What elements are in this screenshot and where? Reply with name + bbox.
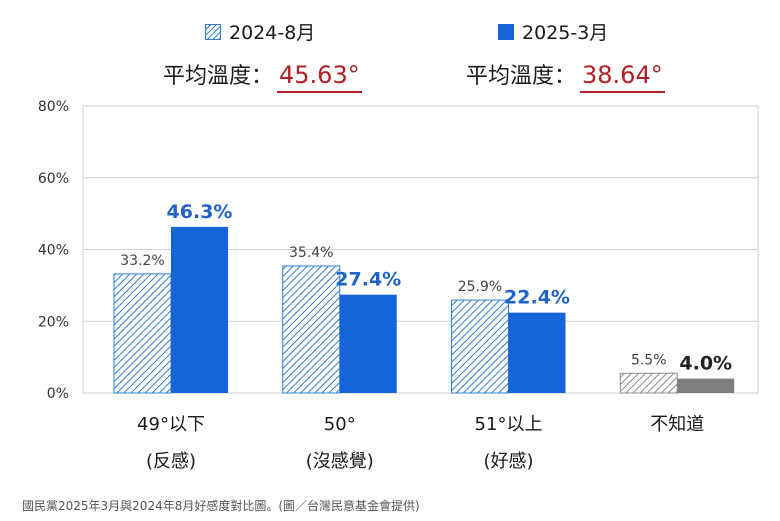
average-label-2024: 平均溫度： <box>163 64 274 89</box>
x-tick-label: 49°以下 <box>137 414 205 435</box>
data-label-2024: 5.5% <box>631 352 667 368</box>
data-label-2025: 46.3% <box>167 201 233 223</box>
x-tick-label: 51°以上 <box>475 414 543 435</box>
bar-2024 <box>619 372 678 394</box>
bar-2024 <box>113 273 172 394</box>
data-label-2025: 27.4% <box>335 269 401 291</box>
legend-item-2024: 2024-8月 <box>205 18 315 45</box>
bar-2024 <box>451 299 509 394</box>
y-tick-label: 20% <box>38 314 69 330</box>
x-tick-sublabel: (反感) <box>146 451 196 472</box>
data-label-2024: 33.2% <box>120 253 164 269</box>
average-2024: 平均溫度： 45.63° <box>163 58 362 93</box>
x-tick-sublabel: (沒感覺) <box>306 451 374 472</box>
legend-swatch-hatched <box>205 23 221 40</box>
y-tick-label: 40% <box>38 243 69 259</box>
average-value-2024: 45.63° <box>277 61 362 93</box>
data-label-2024: 25.9% <box>458 279 502 295</box>
bar-chart: 0% 20% 40% 60% 80% 33.2% 46.3% 49°以下 (反感) 35.4%27… <box>38 99 759 472</box>
legend-swatch-solid <box>498 23 514 40</box>
legend-label-2025: 2025-3月 <box>522 22 609 44</box>
x-tick-label: 不知道 <box>650 414 704 435</box>
y-tick-label: 0% <box>47 386 69 402</box>
legend-label-2024: 2024-8月 <box>229 22 316 44</box>
x-tick-label: 50° <box>324 414 356 435</box>
average-2025: 平均溫度： 38.64° <box>466 58 665 93</box>
bar-2024 <box>282 265 341 394</box>
average-label-2025: 平均溫度： <box>466 64 577 89</box>
figure-caption: 國民黨2025年3月與2024年8月好感度對比圖。(圖／台灣民意基金會提供) <box>22 499 420 513</box>
legend-item-2025: 2025-3月 <box>498 18 608 45</box>
average-value-2025: 38.64° <box>580 61 665 93</box>
bar-2025 <box>339 294 397 393</box>
y-tick-label: 60% <box>38 171 69 187</box>
chart-legend: 2024-8月 2025-3月 <box>0 18 780 48</box>
data-label-2025: 4.0% <box>679 353 732 375</box>
bar-2025 <box>508 312 566 393</box>
bar-2025 <box>171 226 228 393</box>
data-label-2025: 22.4% <box>504 287 570 309</box>
y-tick-label: 80% <box>38 99 69 115</box>
bar-2025 <box>677 378 735 393</box>
x-tick-sublabel: (好感) <box>483 451 533 472</box>
data-label-2024: 35.4% <box>289 245 333 261</box>
